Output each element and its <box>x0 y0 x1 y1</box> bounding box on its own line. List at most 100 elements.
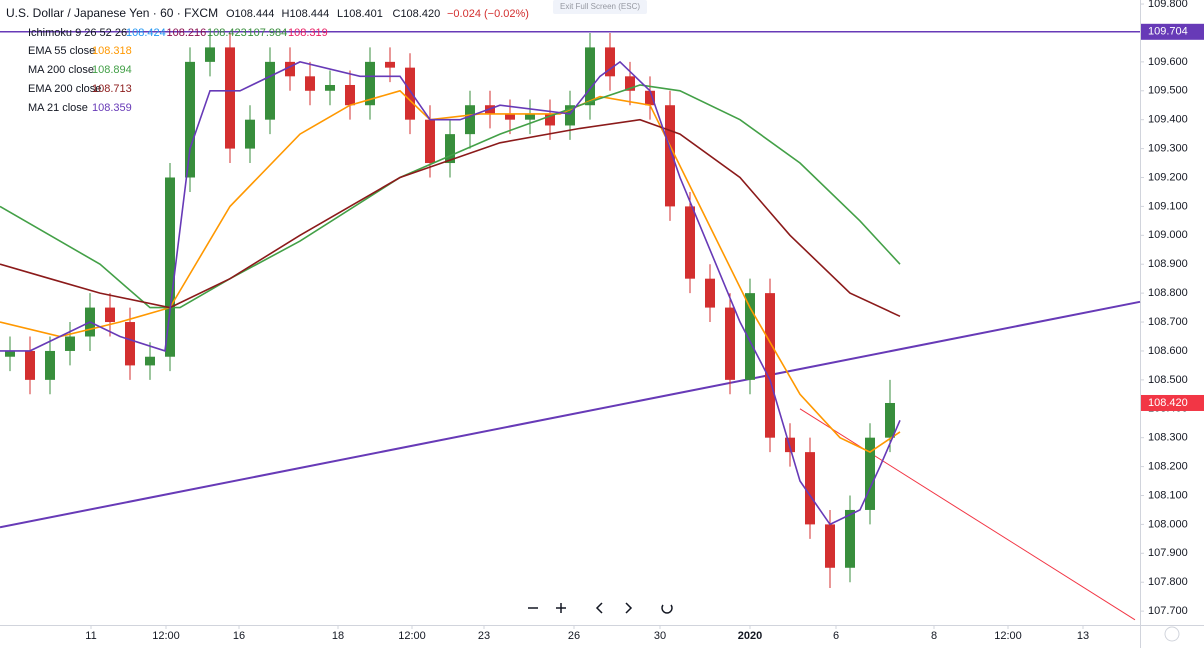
candle-body <box>425 119 435 164</box>
y-tick-label: 109.200 <box>1148 171 1188 183</box>
candle-body <box>245 119 255 149</box>
y-tick-label: 107.700 <box>1148 605 1188 617</box>
y-tick-label: 107.800 <box>1148 576 1188 588</box>
trendline <box>799 408 1136 621</box>
y-tick-label: 108.300 <box>1148 432 1188 444</box>
candle-body <box>605 47 615 77</box>
candle-body <box>365 61 375 106</box>
y-tick-label: 108.000 <box>1148 518 1188 530</box>
y-tick-label: 108.100 <box>1148 489 1188 501</box>
y-tick-label: 107.900 <box>1148 547 1188 559</box>
y-tick-label: 108.700 <box>1148 316 1188 328</box>
ichimoku-value: 108.423 <box>207 27 247 39</box>
auto-scale[interactable] <box>1164 626 1180 642</box>
trendline <box>0 300 1141 529</box>
price-badge <box>1141 394 1204 411</box>
legend-value: 108.894 <box>92 64 132 76</box>
chart-title: U.S. Dollar / Japanese Yen · 60 · FXCM <box>6 6 218 20</box>
reset[interactable] <box>661 604 673 614</box>
ichimoku-value: 108.319 <box>288 27 328 39</box>
x-tick-label: 12:00 <box>152 630 180 642</box>
y-tick-label: 109.800 <box>1148 0 1188 10</box>
y-tick-label: 109.000 <box>1148 229 1188 241</box>
ichimoku-value: 108.216 <box>167 27 207 39</box>
candle-body <box>625 76 635 91</box>
price-badge <box>1141 23 1204 40</box>
candle-body <box>585 47 595 106</box>
candle-body <box>65 336 75 351</box>
candle-body <box>45 350 55 380</box>
y-tick-label: 109.400 <box>1148 114 1188 126</box>
candle-body <box>805 452 815 525</box>
legend-value: 108.713 <box>92 83 132 95</box>
indicator-line <box>0 118 901 318</box>
candle-body <box>285 61 295 77</box>
candle-body <box>765 293 775 438</box>
scroll-right[interactable] <box>625 602 633 614</box>
candle-body <box>385 61 395 68</box>
candle-body <box>745 293 755 380</box>
plot-area <box>0 31 1141 621</box>
legend-value: 108.318 <box>92 45 132 57</box>
ohlc: H108.444 <box>282 8 330 20</box>
x-tick-label: 2020 <box>738 630 762 642</box>
y-tick-label: 108.800 <box>1148 287 1188 299</box>
y-tick-label: 108.600 <box>1148 345 1188 357</box>
candle-body <box>125 322 135 366</box>
y-tick-label: 108.500 <box>1148 374 1188 386</box>
ohlc: O108.444 <box>226 8 274 20</box>
candle-body <box>465 105 475 135</box>
candle-body <box>325 84 335 91</box>
candle-body <box>665 105 675 207</box>
candle-body <box>645 90 655 106</box>
x-tick-label: 16 <box>233 630 245 642</box>
exit-button[interactable] <box>553 0 647 14</box>
candle-body <box>725 307 735 380</box>
legend-name: MA 200 close <box>28 64 94 76</box>
x-tick-label: 8 <box>931 630 937 642</box>
ichimoku-value: 108.424 <box>126 27 166 39</box>
scroll-left[interactable] <box>595 602 603 614</box>
candle-body <box>865 437 875 510</box>
indicator-line <box>0 60 901 526</box>
candle-body <box>145 356 155 366</box>
candle-body <box>825 524 835 568</box>
candle-body <box>205 47 215 62</box>
y-tick-label: 108.900 <box>1148 258 1188 270</box>
candle-body <box>545 113 555 126</box>
candle-body <box>885 402 895 438</box>
price-badge-label: 108.420 <box>1148 397 1188 409</box>
candle-body <box>345 84 355 106</box>
y-tick-label: 108.200 <box>1148 460 1188 472</box>
candle-body <box>225 47 235 149</box>
exit-button-label[interactable]: Exit Full Screen (ESC) <box>560 2 640 11</box>
candle-body <box>265 61 275 120</box>
x-tick-label: 11 <box>85 630 96 642</box>
ohlc: L108.401 <box>337 8 383 20</box>
candle-body <box>5 350 15 357</box>
indicator-line <box>0 84 901 309</box>
candle-body <box>105 307 115 323</box>
legend-name: EMA 55 close <box>28 45 95 57</box>
x-tick-label: 12:00 <box>398 630 426 642</box>
ichimoku-value: 107.984 <box>248 27 288 39</box>
candle-body <box>405 67 415 120</box>
candle-body <box>165 177 175 357</box>
candle-body <box>705 278 715 308</box>
x-tick-label: 12:00 <box>994 630 1022 642</box>
candle-body <box>305 76 315 91</box>
candle-body <box>565 105 575 126</box>
legend-value: 108.359 <box>92 102 132 114</box>
price-badge-label: 109.704 <box>1148 26 1188 38</box>
x-tick-label: 18 <box>332 630 344 642</box>
x-tick-label: 30 <box>654 630 666 642</box>
y-tick-label: 109.600 <box>1148 56 1188 68</box>
legend-name: EMA 200 close <box>28 83 101 95</box>
y-tick-label: 109.300 <box>1148 142 1188 154</box>
y-tick-label: 109.500 <box>1148 85 1188 97</box>
candle-body <box>525 113 535 120</box>
y-tick-label: 109.100 <box>1148 200 1188 212</box>
ichimoku-name: Ichimoku 9 26 52 26 <box>28 27 127 39</box>
